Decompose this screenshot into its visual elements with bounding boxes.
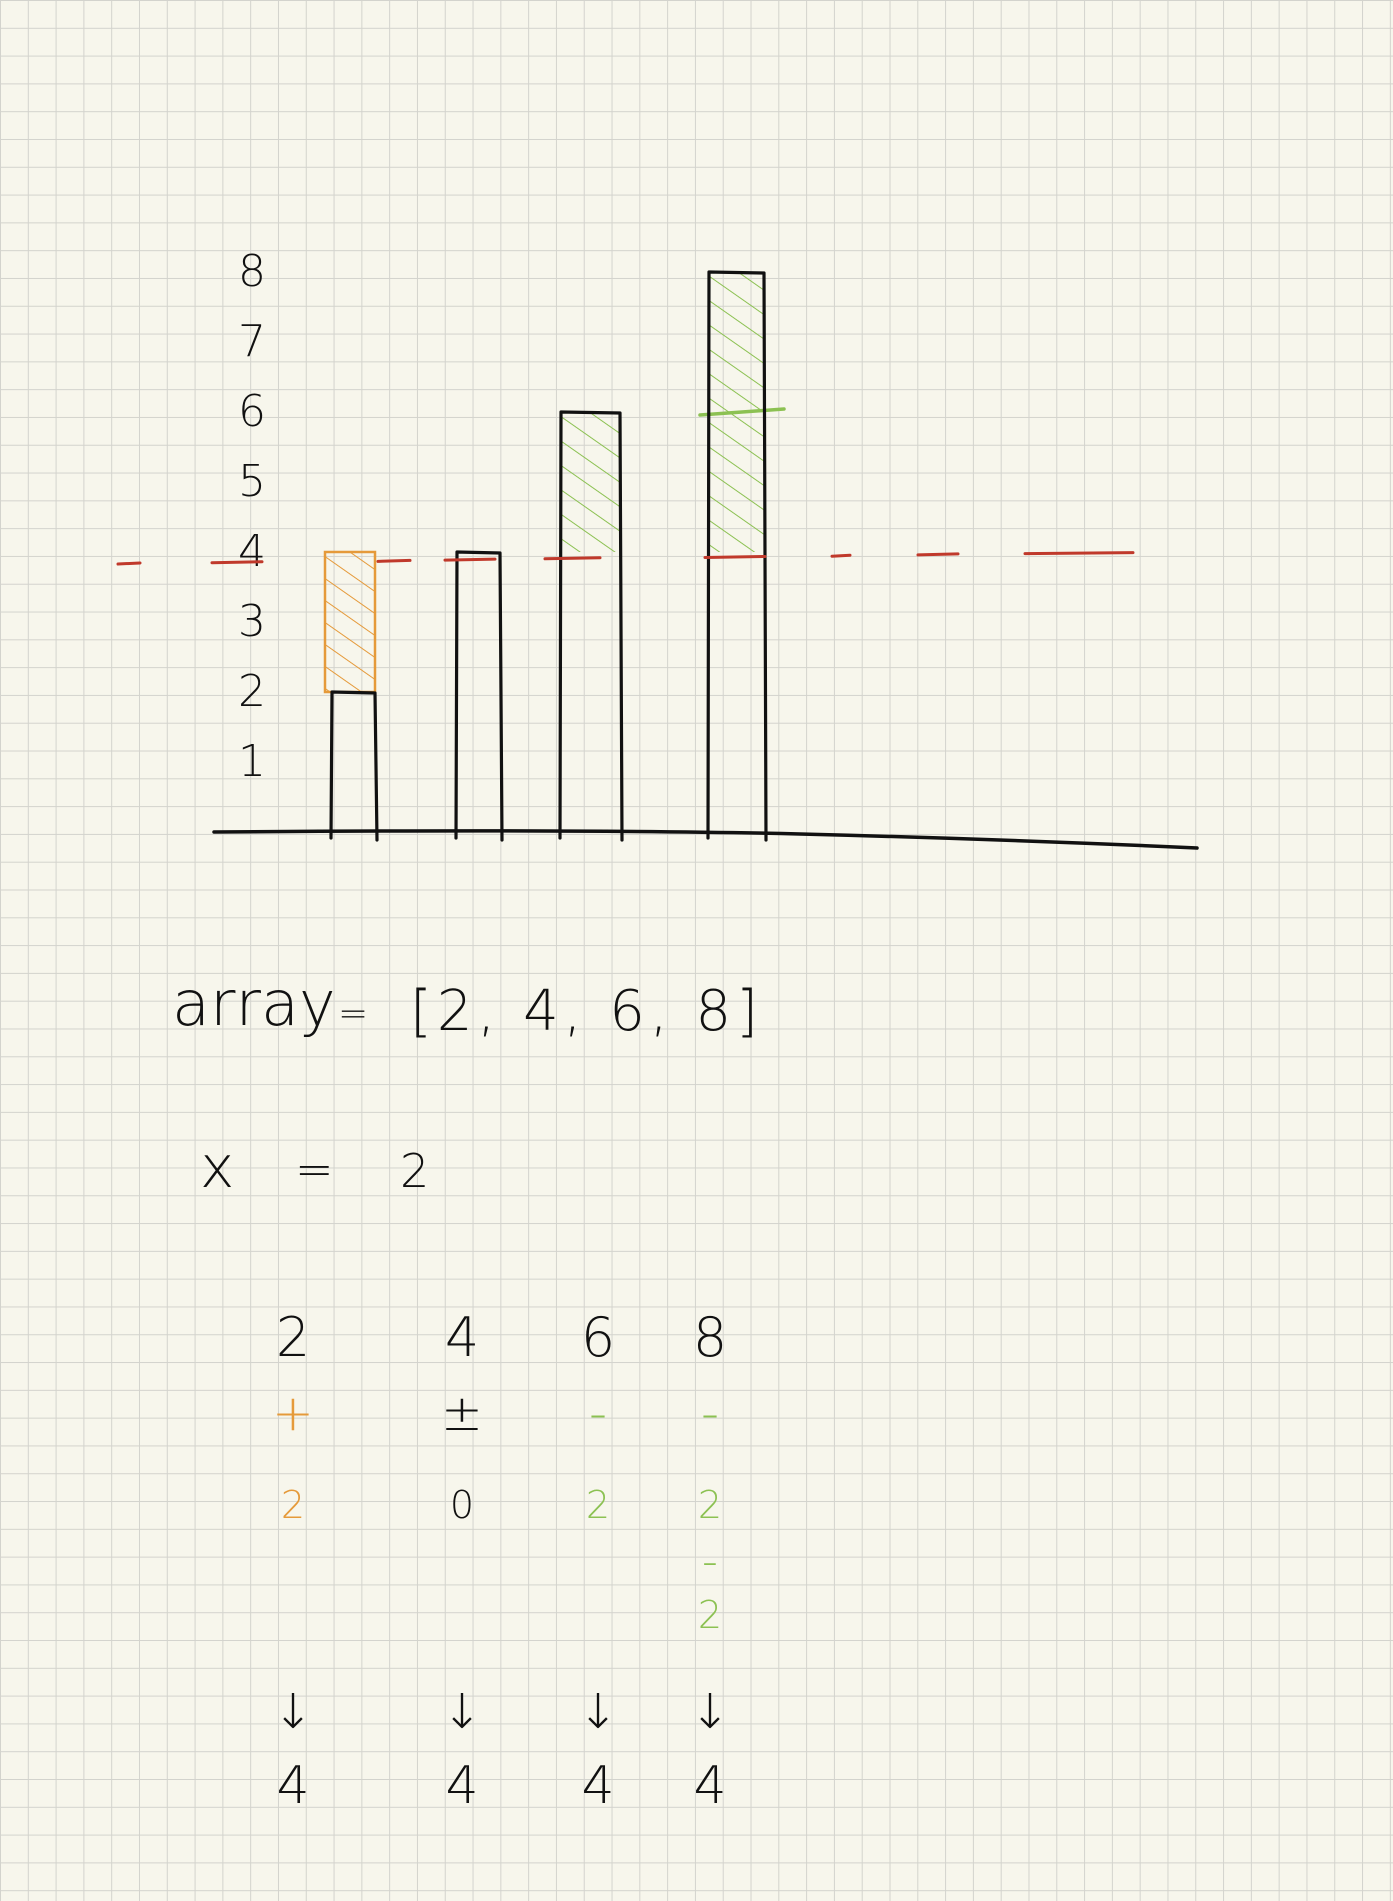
column-result-value: 4 [276,1756,309,1816]
bars [329,270,768,842]
column-result-value: 4 [693,1756,726,1816]
y-tick-label-3: 3 [238,596,266,647]
bar-1 [329,690,379,842]
x-axis-baseline [212,829,1199,850]
bar-3 [558,410,624,842]
column-operator: ± [441,1384,483,1442]
column-result-value: 4 [581,1756,614,1816]
threshold-dashed-line [116,551,1135,566]
column-operator: - [701,1384,719,1442]
y-tick-label-1: 1 [238,736,266,787]
added-region-bar-1 [323,550,377,694]
x-value: 2 [400,1144,429,1198]
down-arrow-icon: ↓ [578,1684,618,1740]
column-amount: 2 [281,1483,305,1527]
column-top-value: 4 [445,1306,479,1369]
column-operator: - [702,1536,718,1587]
removed-region-bar-3 [560,412,620,552]
column-top-value: 8 [693,1306,727,1369]
column-operator: + [272,1384,314,1442]
column-result-value: 4 [445,1756,478,1816]
column-amount: 2 [698,1483,722,1527]
y-tick-label-5: 5 [238,456,266,507]
down-arrow-icon: ↓ [273,1684,313,1740]
bar-chart: 1 2 3 4 5 6 7 8 [116,246,1199,850]
column-operator: - [589,1384,607,1442]
column-top-value: 2 [276,1306,310,1369]
x-equals: = [295,1142,334,1196]
y-axis-tick-labels: 1 2 3 4 5 6 7 8 [238,246,266,787]
y-tick-label-4: 4 [238,526,266,577]
y-tick-label-8: 8 [238,246,266,297]
y-tick-label-7: 7 [238,316,266,367]
partial-mark-line [698,407,786,417]
y-tick-label-2: 2 [238,666,266,717]
adjustment-columns: 2 +2 ↓ 4 4 ±0 ↓ 4 6 - 2 ↓ 4 8 - 2 - 2 ↓ 4 [272,1306,730,1816]
y-tick-label-6: 6 [238,386,266,437]
array-value: [2, 4, 6, 8] [410,979,763,1044]
fill-regions [323,272,786,694]
formula-block: array = [2, 4, 6, 8] x = 2 [172,967,763,1201]
bar-2 [454,550,504,842]
x-label: x [200,1133,234,1201]
down-arrow-icon: ↓ [690,1684,730,1740]
column-top-value: 6 [581,1306,615,1369]
column-amount: 2 [586,1483,610,1527]
column-amount: 0 [450,1483,474,1527]
column-amount: 2 [698,1593,722,1637]
array-label: array [172,967,336,1040]
down-arrow-icon: ↓ [442,1684,482,1740]
array-equals: = [338,993,368,1034]
